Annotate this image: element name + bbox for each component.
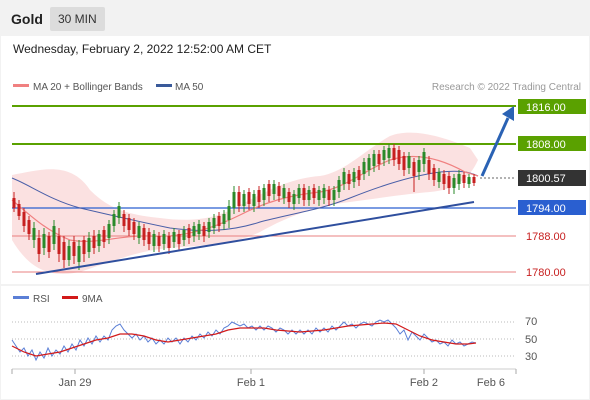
- ma20-legend-swatch: [13, 84, 29, 87]
- ma50-legend-label: MA 50: [175, 82, 204, 93]
- rsi-ma-line: [11, 322, 477, 357]
- candlesticks: [12, 144, 476, 270]
- pivot-level-label: 1794.00: [526, 203, 566, 215]
- x-axis-label-feb2: Feb 2: [410, 377, 438, 389]
- period-badge[interactable]: 30 MIN: [50, 7, 105, 31]
- instrument-title: Gold: [11, 11, 43, 27]
- current-price-label: 1800.57: [526, 173, 566, 185]
- s2-level-label: 1780.00: [526, 267, 566, 279]
- forecast-arrow-head: [502, 106, 514, 121]
- x-axis-label-jan29: Jan 29: [58, 377, 91, 389]
- x-axis-label-feb1: Feb 1: [237, 377, 265, 389]
- chart-timestamp: Wednesday, February 2, 2022 12:52:00 AM …: [13, 42, 272, 56]
- rsi-ma-legend-swatch: [62, 296, 78, 299]
- header-bar: Gold 30 MIN: [0, 0, 590, 36]
- rsi-legend-swatch: [13, 296, 29, 299]
- current-label-box: [518, 170, 586, 186]
- r2-level-label: 1816.00: [526, 102, 566, 114]
- uptrend-line: [35, 201, 475, 275]
- r1-level-label: 1808.00: [526, 139, 566, 151]
- rsi-axis-70: 70: [525, 316, 537, 328]
- pivot-label-box: [518, 200, 586, 215]
- copyright-text: Research © 2022 Trading Central: [432, 82, 581, 93]
- rsi-line: [11, 319, 477, 362]
- forecast-arrow: [480, 117, 510, 177]
- rsi-ma-legend-label: 9MA: [82, 294, 103, 305]
- ma20-line: [11, 155, 479, 243]
- r2-label-box: [518, 99, 586, 114]
- rsi-axis-30: 30: [525, 351, 537, 363]
- x-axis-label-feb6: Feb 6: [477, 377, 505, 389]
- r1-label-box: [518, 136, 586, 151]
- rsi-axis-50: 50: [525, 334, 537, 346]
- ma20-legend-label: MA 20 + Bollinger Bands: [33, 82, 143, 93]
- s1-level-label: 1788.00: [526, 231, 566, 243]
- rsi-legend-label: RSI: [33, 294, 50, 305]
- ma50-legend-swatch: [156, 84, 172, 87]
